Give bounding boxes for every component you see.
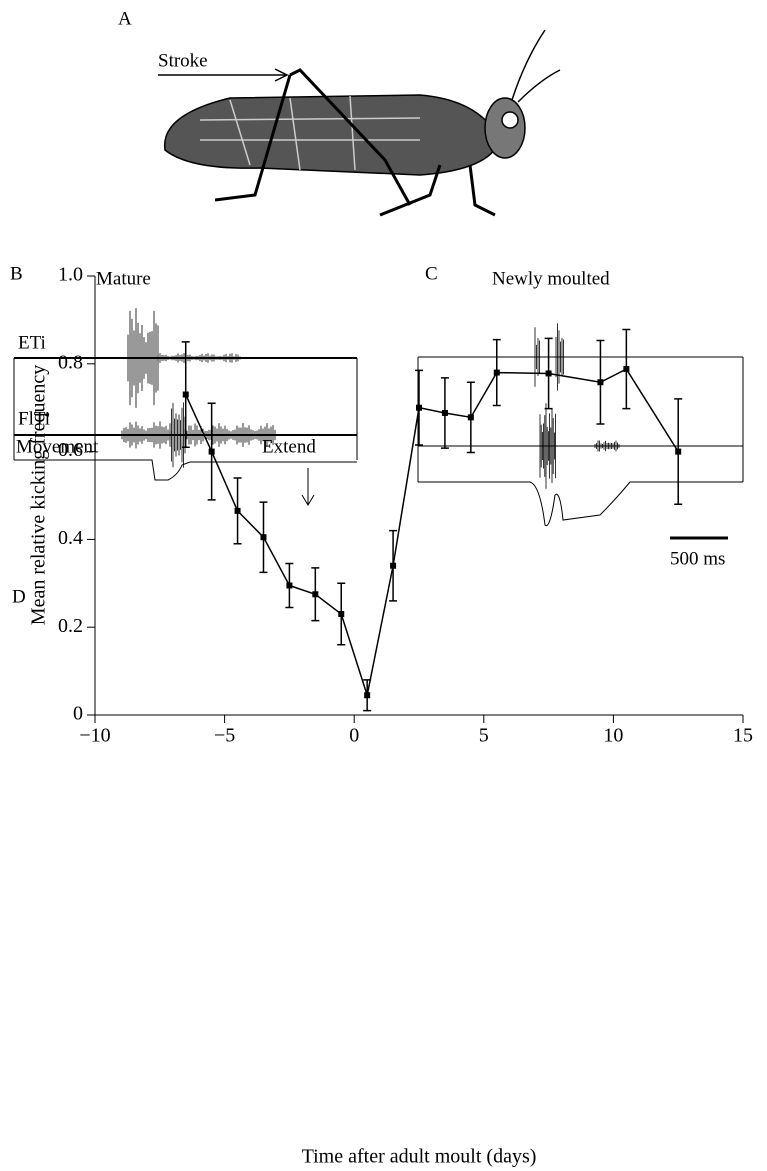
head [484,97,526,159]
scale-label: 500 ms [670,548,725,569]
panel-title: Mature [96,268,151,289]
hind-leg [214,68,412,206]
body [164,94,501,176]
y-tick-label: 0.4 [58,527,83,549]
antennae [511,29,561,103]
data-point [545,370,552,377]
data-point [493,369,500,376]
panel-label: C [425,263,438,284]
data-point [467,414,474,421]
data-point [675,448,682,455]
spikes [594,440,620,452]
y-tick-label: 0.8 [58,351,83,373]
data-point [338,611,345,618]
y-tick-label: 1.0 [58,264,83,286]
panel-label: B [10,263,23,284]
x-axis-label: Time after adult moult (days) [302,1146,537,1168]
x-tick-label: 0 [349,725,359,747]
arrow-head [274,68,289,82]
y-axis-label: Mean relative kicking frequency [28,365,50,625]
data-point [208,448,215,455]
trace-label: Extend [262,436,316,457]
spikes [534,327,540,387]
x-tick-label: 5 [479,725,489,747]
spikes [555,323,564,391]
x-tick-label: −10 [79,725,110,747]
grasshopper [158,29,561,217]
panel-label: D [12,586,26,607]
data-point [390,562,397,569]
extend-arrow [301,468,315,506]
series-line [185,368,679,699]
movement-trace [418,481,743,527]
data-point [312,591,319,598]
trace-c [417,323,744,540]
spikes [169,402,186,468]
eye [501,111,519,129]
data-point [234,507,241,514]
trace-label: ETi [18,332,46,353]
y-tick-label: 0.6 [58,439,83,461]
x-tick-label: 15 [733,725,753,747]
y-tick-label: 0.2 [58,615,83,637]
trace-label: FlTi [18,408,50,429]
y-tick-label: 0 [73,703,83,725]
panel-label: A [118,8,132,29]
data-point [597,379,604,386]
x-tick-label: −5 [214,725,235,747]
data-point [182,391,189,398]
data-point [416,404,422,411]
data-point [364,692,371,699]
data-point [286,582,293,589]
wing-veins [199,95,421,171]
x-tick-label: 10 [603,725,623,747]
trace-label: Movement [16,436,99,457]
data-point [260,534,267,541]
panel-title: Newly moulted [492,268,610,289]
spikes [121,421,171,449]
data-point [623,366,630,373]
data-point [441,409,448,416]
stroke-label: Stroke [158,50,208,71]
movement-trace [14,459,357,481]
spikes [127,308,159,408]
spikes [539,403,556,489]
legs [379,164,496,217]
